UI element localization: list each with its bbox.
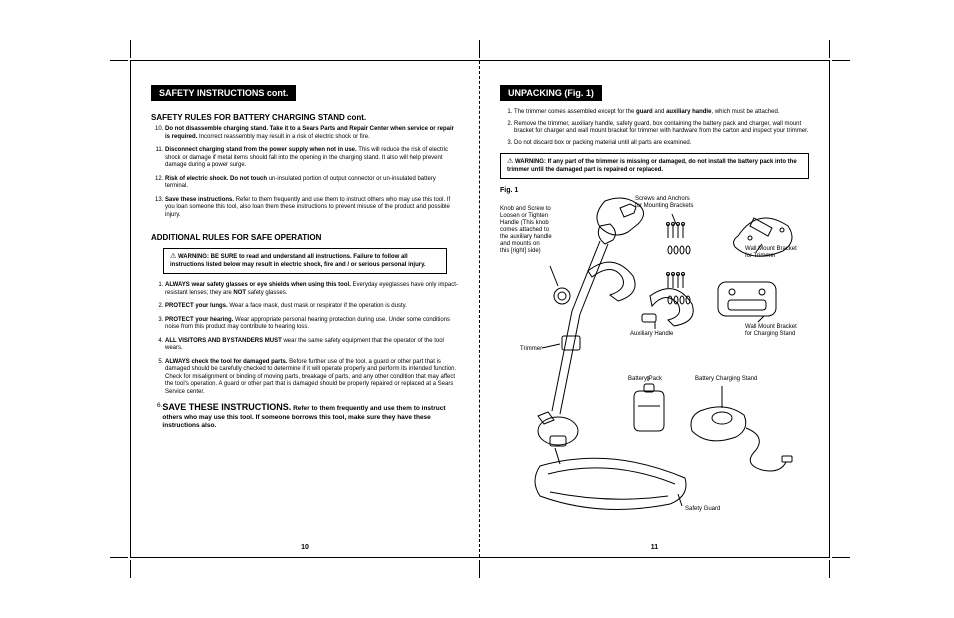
warning-icon: ⚠ (507, 158, 513, 165)
crop-mark (130, 40, 131, 58)
rules-list-1: Do not disassemble charging stand. Take … (151, 126, 459, 219)
rule-item: Disconnect charging stand from the power… (165, 147, 459, 170)
rule-item: ALWAYS wear safety glasses or eye shield… (165, 282, 459, 297)
page-number-left: 10 (131, 544, 479, 551)
rule-item: Save these instructions. Refer to them f… (165, 197, 459, 220)
warning-text: BE SURE to read and understand all instr… (170, 254, 426, 268)
rule-item: ALL VISITORS AND BYSTANDERS MUST wear th… (165, 338, 459, 353)
list-item: Do not discard box or packing material u… (514, 140, 809, 148)
page-frame: SAFETY INSTRUCTIONS cont. SAFETY RULES F… (130, 60, 830, 558)
list-item: The trimmer comes assembled except for t… (514, 109, 809, 117)
page-number-right: 11 (480, 544, 829, 551)
warning-box: ⚠ WARNING: If any part of the trimmer is… (500, 153, 809, 179)
save-instructions-text: SAVE THESE INSTRUCTIONS. Refer to them f… (162, 402, 459, 431)
rule-item: PROTECT your lungs. Wear a face mask, du… (165, 303, 459, 311)
warning-icon: ⚠ (170, 253, 176, 260)
figure-label: Fig. 1 (500, 187, 809, 194)
rules-list-2: ALWAYS wear safety glasses or eye shield… (151, 282, 459, 396)
heading-battery-rules: SAFETY RULES FOR BATTERY CHARGING STAND … (151, 113, 459, 122)
crop-mark (829, 40, 830, 58)
save-instructions-row: 6. SAVE THESE INSTRUCTIONS. Refer to the… (151, 402, 459, 431)
warning-text: If any part of the trimmer is missing or… (507, 159, 797, 173)
crop-mark (479, 40, 480, 58)
page-left: SAFETY INSTRUCTIONS cont. SAFETY RULES F… (131, 61, 480, 557)
page-right: UNPACKING (Fig. 1) The trimmer comes ass… (480, 61, 829, 557)
rule-item: Risk of electric shock. Do not touch un-… (165, 176, 459, 191)
crop-mark (832, 60, 850, 61)
crop-mark (479, 560, 480, 578)
rule-item: ALWAYS check the tool for damaged parts.… (165, 359, 459, 397)
section-tab-unpacking: UNPACKING (Fig. 1) (500, 85, 602, 101)
page-spread: SAFETY INSTRUCTIONS cont. SAFETY RULES F… (131, 61, 829, 557)
unpack-list: The trimmer comes assembled except for t… (500, 109, 809, 147)
heading-additional-rules: ADDITIONAL RULES FOR SAFE OPERATION (151, 233, 459, 242)
crop-mark (832, 557, 850, 558)
crop-mark (130, 560, 131, 578)
figure-1-svg (500, 196, 810, 526)
crop-mark (110, 60, 128, 61)
warning-label: WARNING: (178, 254, 209, 260)
manual-spread: SAFETY INSTRUCTIONS cont. SAFETY RULES F… (0, 0, 954, 618)
rule-item: PROTECT your hearing. Wear appropriate p… (165, 317, 459, 332)
rule-item: Do not disassemble charging stand. Take … (165, 126, 459, 141)
list-item: Remove the trimmer, auxiliary handle, sa… (514, 121, 809, 136)
crop-mark (829, 560, 830, 578)
figure-1-diagram: Screws and Anchors for Mounting Brackets… (500, 196, 809, 526)
warning-label: WARNING: (515, 159, 546, 165)
warning-box: ⚠ WARNING: BE SURE to read and understan… (163, 248, 447, 274)
crop-mark (110, 557, 128, 558)
section-tab-safety: SAFETY INSTRUCTIONS cont. (151, 85, 296, 101)
